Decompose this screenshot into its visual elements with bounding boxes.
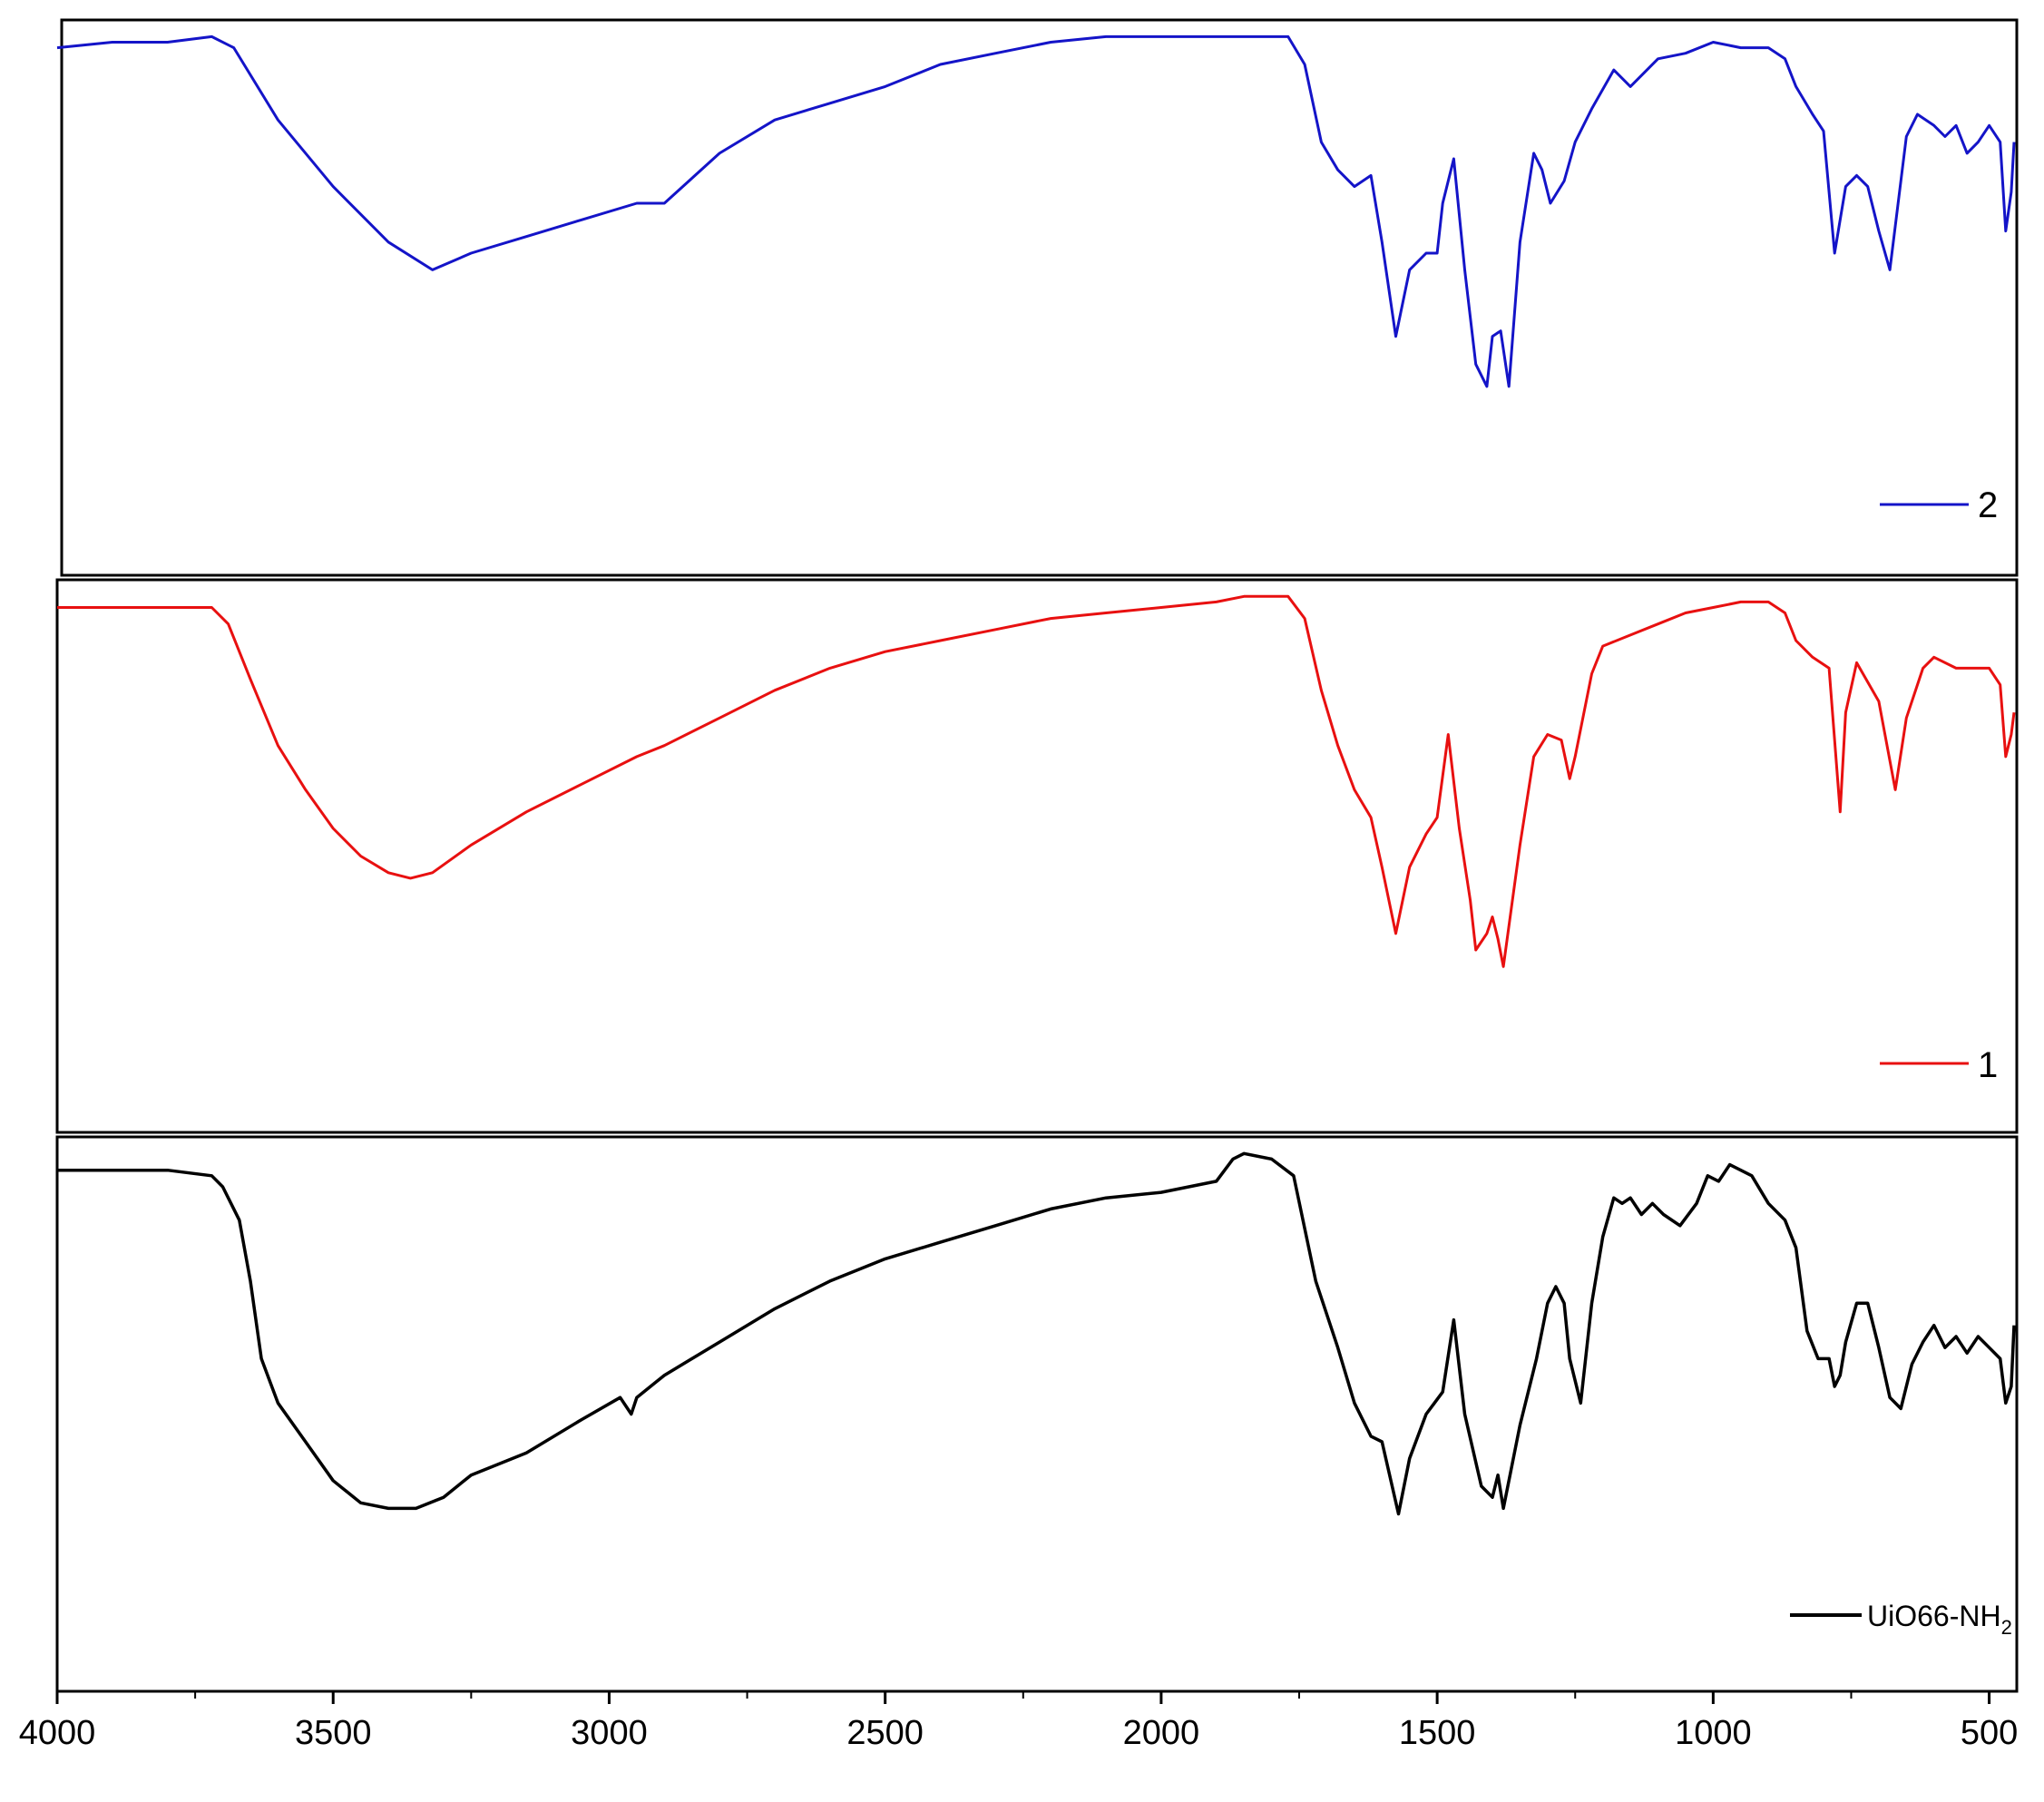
- x-tick-label: 3000: [571, 1714, 648, 1752]
- legend-label-1: 1: [1978, 1045, 1998, 1085]
- legend-label-2: 2: [1978, 485, 1998, 525]
- x-tick-label: 1500: [1399, 1714, 1476, 1752]
- series-line-uio66-nh2: [57, 1151, 2016, 1516]
- panel-bottom-uio66-nh2: UiO66-NH2: [55, 1135, 2019, 1693]
- legend-label-uio66-nh2: UiO66-NH2: [1867, 1600, 2012, 1639]
- panel-top-sample-2: 2: [56, 18, 2019, 577]
- x-axis: 4000 3500 3000 2500 2000 1500 1000 500: [19, 1691, 2018, 1752]
- panel-middle-sample-1: 1: [55, 578, 2019, 1134]
- x-tick-label: 2500: [846, 1714, 924, 1752]
- x-tick-label: 1000: [1675, 1714, 1752, 1752]
- x-tick-label: 3500: [295, 1714, 372, 1752]
- panel-middle-frame: [55, 578, 2019, 1134]
- series-line-2: [56, 34, 2016, 388]
- x-tick-label: 500: [1961, 1714, 2018, 1752]
- legend-label-main: UiO66-NH: [1867, 1600, 2001, 1632]
- x-tick-label: 2000: [1123, 1714, 1200, 1752]
- panel-bottom-frame: [55, 1135, 2019, 1693]
- series-line-1: [57, 594, 2016, 968]
- x-tick-label: 4000: [19, 1714, 96, 1752]
- legend-label-subscript: 2: [2001, 1616, 2012, 1639]
- panel-top-frame: [60, 18, 2019, 577]
